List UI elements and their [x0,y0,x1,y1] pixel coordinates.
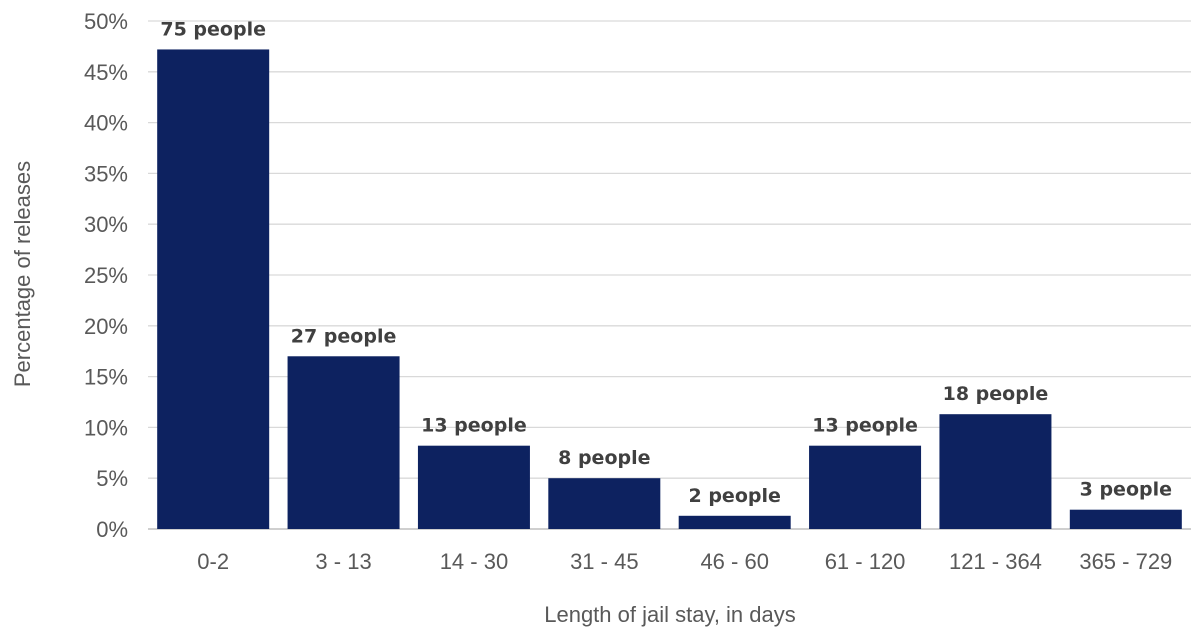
y-tick-label: 0% [96,517,128,542]
bar [678,515,791,529]
data-label: 2 people [689,485,781,507]
y-axis-title: Percentage of releases [10,161,35,387]
y-axis-ticks: 0% 5% 10% 15% 20% 25% 30% 35% 40% 45% 50% [84,9,128,542]
x-axis-title: Length of jail stay, in days [544,602,796,627]
y-tick-label: 30% [84,212,128,237]
data-label: 13 people [812,415,918,437]
data-label: 18 people [943,383,1049,405]
x-category-label: 365 - 729 [1079,549,1172,574]
x-category-label: 3 - 13 [315,549,371,574]
data-label: 8 people [558,447,650,469]
data-label: 3 people [1080,479,1172,501]
y-tick-label: 25% [84,263,128,288]
x-axis-categories: 0-2 3 - 13 14 - 30 31 - 45 46 - 60 61 - 120 12… [197,549,1172,574]
x-category-label: 46 - 60 [700,549,769,574]
bar [417,445,530,529]
y-tick-label: 5% [96,466,128,491]
bar [939,414,1052,529]
y-tick-label: 35% [84,161,128,186]
x-category-label: 14 - 30 [440,549,509,574]
x-category-label: 121 - 364 [949,549,1042,574]
y-tick-label: 15% [84,365,128,390]
data-label: 13 people [421,415,527,437]
y-tick-label: 40% [84,111,128,136]
data-label: 75 people [160,18,266,40]
y-tick-label: 20% [84,314,128,339]
y-tick-label: 50% [84,9,128,34]
data-labels: 75 people 27 people 13 people 8 people 2 peo… [160,18,1172,506]
y-tick-label: 45% [84,60,128,85]
bars [157,49,1182,529]
bar [548,478,661,529]
data-label: 27 people [291,325,397,347]
x-category-label: 31 - 45 [570,549,639,574]
bar [287,356,400,529]
x-category-label: 61 - 120 [825,549,906,574]
y-tick-label: 10% [84,415,128,440]
bar [157,49,270,529]
bar [1069,509,1182,529]
bar [809,445,922,529]
x-category-label: 0-2 [197,549,229,574]
